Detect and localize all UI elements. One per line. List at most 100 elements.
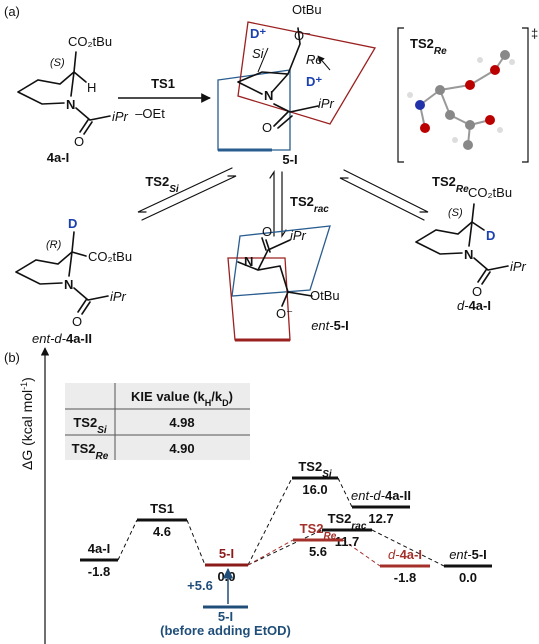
atom-label: CO₂tBu: [88, 249, 132, 264]
label-part: TS2: [300, 521, 324, 536]
config-label: (S): [50, 57, 65, 69]
molecule-atoms-part: [445, 110, 455, 120]
panel-label: (b): [4, 350, 20, 365]
compound-4a-i: CO₂tBu (S) H N O iPr 4a-I: [18, 34, 129, 165]
level-label: TS2rac: [328, 511, 367, 532]
compound-name: ent-d-4a-II: [32, 331, 92, 346]
level-label: TS2Si: [298, 459, 332, 480]
atom-label: N: [264, 88, 273, 103]
label-part: ent-d-: [32, 331, 67, 346]
label-part: 4a-I: [469, 298, 491, 313]
level-label: 5-I: [218, 609, 233, 624]
atom-label: D⁺: [306, 74, 322, 89]
label-part: Si: [169, 184, 179, 195]
panel-b: (b) ΔG (kcal mol-1) KIE value (kH/kD) TS…: [4, 348, 492, 644]
label-part: Re: [434, 46, 447, 57]
atom-label: H: [87, 80, 96, 95]
dagger: ‡: [531, 26, 538, 41]
atom-label: iPr: [290, 228, 307, 243]
label-part: 5-I: [218, 609, 233, 624]
atom-label: iPr: [110, 289, 127, 304]
page: { "panel_a": { "label": "(a)", "arrow_ts…: [0, 0, 539, 644]
compound-ent-5-i: iPr N O OtBu O⁻ ent-5-I: [228, 224, 349, 340]
atom-label: D⁺: [250, 26, 266, 41]
molecule-atoms-part: [407, 92, 413, 98]
level-label: 4a-I: [88, 541, 110, 556]
atom-label: D: [68, 216, 77, 231]
energy-value: 4.6: [153, 524, 171, 539]
atom-label: iPr: [510, 259, 527, 274]
config-label: (S): [448, 207, 463, 219]
molecule-atoms-part: [485, 115, 495, 125]
connector: [248, 478, 292, 565]
label-part: 4a-II: [385, 488, 411, 503]
label-part: ent-d-: [351, 488, 386, 503]
energy-value: -1.8: [88, 564, 110, 579]
label-part: TS2: [410, 36, 434, 51]
label-part: TS2: [298, 459, 322, 474]
atom-label: O: [74, 134, 84, 149]
plane: [218, 70, 290, 150]
molecule-atoms-part: [490, 65, 500, 75]
atom-label: O: [262, 224, 272, 239]
arrow-label: TS1: [151, 76, 175, 91]
compound-name: 5-I: [282, 152, 297, 167]
figure: (a) CO₂tBu (S) H N O iPr 4a-I TS1 –OEt D…: [0, 0, 539, 644]
label-part: ): [19, 377, 35, 382]
label-part: 4a-I: [47, 150, 69, 165]
compound-d-4a-i: CO₂tBu (S) D N O iPr d-4a-I: [416, 185, 527, 313]
label-part: TS2: [72, 441, 96, 456]
level-label: d-4a-I: [388, 547, 422, 562]
label-part: Re: [96, 451, 109, 462]
reagent: –OEt: [135, 106, 165, 121]
label-part: TS2: [290, 194, 314, 209]
panel-a: (a) CO₂tBu (S) H N O iPr 4a-I TS1 –OEt D…: [4, 2, 538, 346]
molecule-atoms-part: [465, 120, 475, 130]
energy-value: -1.8: [394, 570, 416, 585]
label-part: Re: [324, 531, 337, 542]
atom-label: N: [66, 97, 75, 112]
bond: [74, 52, 86, 82]
label-part: ent-: [449, 547, 472, 562]
label-part: ent-: [311, 318, 334, 333]
energy-value: 12.7: [368, 511, 393, 526]
atom-label: O: [262, 120, 272, 135]
label-part: ): [229, 389, 233, 404]
molecule-atoms-part: [463, 140, 473, 150]
atom-label: OtBu: [310, 288, 340, 303]
shift-label: +5.6: [187, 578, 213, 593]
label-part: TS2: [328, 511, 352, 526]
label-part: d-: [388, 547, 400, 562]
molecule-atoms-part: [415, 100, 425, 110]
label-part: 5-I: [472, 547, 487, 562]
atom-label: iPr: [112, 109, 129, 124]
arrow-label: TS2Re: [432, 174, 469, 195]
compound-name: ent-5-I: [311, 318, 349, 333]
atom-label: iPr: [318, 96, 335, 111]
label-part: 5-I: [219, 546, 234, 561]
level-note: (before adding EtOD): [160, 623, 291, 638]
bond: [72, 232, 86, 256]
connector: [118, 520, 137, 560]
connector: [338, 478, 352, 507]
label-part: rac: [351, 521, 366, 532]
compound-name: 4a-I: [47, 150, 69, 165]
level-label: 5-I: [219, 546, 234, 561]
molecule-atoms-part: [435, 85, 445, 95]
table-cell: 4.90: [169, 441, 194, 456]
axis-label: ΔG (kcal mol-1): [19, 377, 35, 470]
label-part: TS1: [151, 76, 175, 91]
connector: [187, 520, 205, 565]
label-part: d-: [457, 298, 469, 313]
panel-label: (a): [4, 4, 20, 19]
label-part: ΔG (kcal mol: [19, 390, 35, 470]
label-part: 5-I: [334, 318, 349, 333]
atom-label: CO₂tBu: [68, 34, 112, 49]
label-part: rac: [314, 204, 329, 215]
atom-label: O: [72, 314, 82, 329]
label-part: TS2: [432, 174, 456, 189]
atom-label: OtBu: [292, 2, 322, 17]
atom-label: N: [464, 247, 473, 262]
energy-value: 5.6: [309, 544, 327, 559]
molecule-atoms-part: [497, 127, 503, 133]
